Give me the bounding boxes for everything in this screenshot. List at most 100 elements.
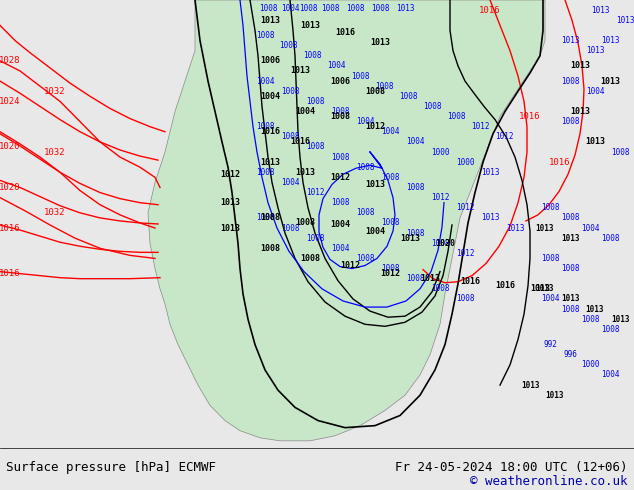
Text: 1008: 1008	[560, 76, 579, 86]
Text: 1000: 1000	[430, 147, 450, 156]
Text: 1004: 1004	[330, 220, 350, 229]
Text: 1008: 1008	[371, 3, 389, 13]
Text: 1008: 1008	[601, 234, 619, 243]
Text: 1012: 1012	[471, 122, 489, 131]
Text: 1013: 1013	[365, 180, 385, 189]
Text: 1013: 1013	[536, 223, 554, 233]
Text: 1016: 1016	[260, 127, 280, 136]
Text: 1008: 1008	[406, 183, 424, 192]
Text: 1008: 1008	[279, 41, 297, 50]
Text: 1016: 1016	[335, 28, 355, 37]
Text: 1032: 1032	[44, 208, 66, 218]
Text: 1013: 1013	[260, 16, 280, 25]
Text: 1006: 1006	[260, 56, 280, 65]
Text: 1013: 1013	[370, 38, 390, 47]
Text: 1016: 1016	[290, 137, 310, 147]
Text: 1013: 1013	[560, 36, 579, 45]
Text: 1000: 1000	[456, 158, 474, 167]
Text: 1024: 1024	[0, 97, 21, 106]
Text: 1008: 1008	[356, 163, 374, 172]
Text: 1004: 1004	[281, 3, 299, 13]
Text: 1008: 1008	[256, 213, 275, 222]
Text: 1008: 1008	[601, 325, 619, 334]
Text: 1008: 1008	[256, 122, 275, 131]
Text: 1020: 1020	[435, 239, 455, 248]
Text: © weatheronline.co.uk: © weatheronline.co.uk	[470, 475, 628, 488]
Text: 1004: 1004	[586, 87, 604, 96]
Text: 1013: 1013	[400, 234, 420, 243]
Text: 1004: 1004	[331, 244, 349, 253]
Text: 1008: 1008	[299, 3, 317, 13]
Text: 1008: 1008	[260, 244, 280, 253]
Text: 1004: 1004	[356, 117, 374, 126]
Text: 1008: 1008	[611, 147, 630, 156]
Text: 1012: 1012	[340, 261, 360, 270]
Text: 1016: 1016	[0, 223, 21, 233]
Text: 1008: 1008	[560, 305, 579, 314]
Text: 1008: 1008	[541, 254, 559, 263]
Text: 1008: 1008	[423, 102, 441, 111]
Text: 1008: 1008	[560, 213, 579, 222]
Text: 1016: 1016	[0, 269, 21, 278]
Text: 1004: 1004	[295, 107, 315, 116]
Text: 1008: 1008	[331, 198, 349, 207]
Text: 1013: 1013	[300, 21, 320, 30]
Text: 1012: 1012	[365, 122, 385, 131]
Text: 1013: 1013	[611, 315, 630, 324]
Text: 1008: 1008	[256, 31, 275, 40]
Text: 1013: 1013	[260, 158, 280, 167]
Text: 1012: 1012	[456, 249, 474, 258]
Text: 1013: 1013	[481, 213, 499, 222]
Text: 1012: 1012	[306, 188, 324, 197]
Text: 1004: 1004	[581, 223, 599, 233]
Text: 1013: 1013	[560, 294, 579, 303]
Text: 1013: 1013	[586, 46, 604, 55]
Text: 1013: 1013	[290, 67, 310, 75]
Text: 1013: 1013	[586, 305, 604, 314]
Text: 1008: 1008	[300, 254, 320, 263]
Text: 1013: 1013	[601, 36, 619, 45]
Text: 992: 992	[543, 340, 557, 349]
Text: 1000: 1000	[581, 360, 599, 369]
Text: 1013: 1013	[506, 223, 524, 233]
Text: 1004: 1004	[281, 178, 299, 187]
Text: 1013: 1013	[220, 223, 240, 233]
Text: 1008: 1008	[306, 234, 324, 243]
Text: 1008: 1008	[295, 219, 315, 227]
Text: 1008: 1008	[560, 117, 579, 126]
Text: 1008: 1008	[331, 152, 349, 162]
Text: 1008: 1008	[365, 87, 385, 96]
Text: 1016: 1016	[519, 112, 541, 121]
Text: 1008: 1008	[306, 143, 324, 151]
Text: 1008: 1008	[447, 112, 465, 121]
Text: 1008: 1008	[356, 208, 374, 218]
Text: 1028: 1028	[0, 56, 21, 65]
Text: 1012: 1012	[495, 132, 514, 141]
Text: 1013: 1013	[396, 3, 414, 13]
Text: Surface pressure [hPa] ECMWF: Surface pressure [hPa] ECMWF	[6, 462, 216, 474]
Text: 1008: 1008	[430, 239, 450, 248]
Text: 1008: 1008	[381, 173, 399, 182]
Text: 1008: 1008	[306, 97, 324, 106]
Text: 1012: 1012	[430, 193, 450, 202]
Text: 1008: 1008	[456, 294, 474, 303]
Text: 1008: 1008	[581, 315, 599, 324]
Text: 1008: 1008	[303, 51, 321, 60]
Text: 1006: 1006	[330, 76, 350, 86]
Text: 1013: 1013	[521, 381, 540, 390]
Text: 1008: 1008	[541, 203, 559, 212]
Text: 1008: 1008	[406, 228, 424, 238]
Polygon shape	[148, 0, 545, 441]
Text: 1008: 1008	[381, 264, 399, 273]
Text: 1004: 1004	[406, 137, 424, 147]
Text: 1008: 1008	[256, 168, 275, 177]
Text: 1013: 1013	[295, 168, 315, 177]
Text: 1032: 1032	[44, 147, 66, 156]
Text: 1016: 1016	[460, 277, 480, 286]
Text: 1013: 1013	[530, 284, 550, 294]
Text: 1016: 1016	[479, 5, 501, 15]
Text: 1004: 1004	[381, 127, 399, 136]
Text: 1008: 1008	[259, 3, 277, 13]
Text: 1008: 1008	[281, 223, 299, 233]
Text: 1008: 1008	[399, 92, 417, 101]
